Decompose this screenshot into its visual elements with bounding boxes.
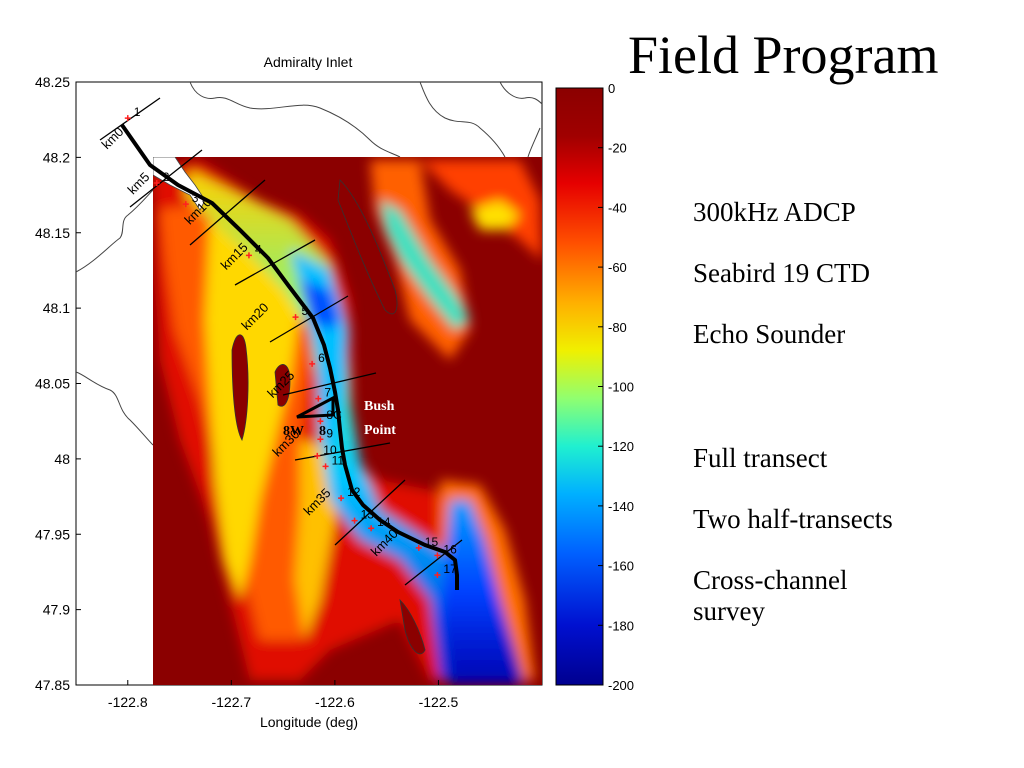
bullet-full-transect: Full transect [693, 443, 828, 473]
colorbar-tick-label: -100 [608, 380, 634, 395]
station-marker: 11 [322, 453, 345, 470]
station-marker: 8C [317, 408, 342, 425]
station-label: 3 [192, 191, 199, 205]
colorbar-tick-label: -60 [608, 260, 627, 275]
colorbar-tick-label: -80 [608, 320, 627, 335]
station-marker: 13 [351, 508, 375, 524]
bush-point-label-1: Bush [364, 399, 395, 414]
station-label: 7 [324, 386, 331, 400]
station-label: 15 [425, 535, 439, 549]
station-label: 13 [361, 508, 375, 522]
station-label: 2 [163, 170, 170, 184]
station-label: 12 [347, 485, 361, 499]
station-label: 6 [318, 351, 325, 365]
colorbar-tick-label: -200 [608, 678, 634, 693]
station-label: 9 [326, 426, 333, 440]
station-8w-line [296, 395, 335, 419]
y-tick-label: 47.9 [43, 602, 70, 618]
station-marker: 16 [434, 542, 457, 559]
x-tick-label: -122.5 [419, 694, 459, 710]
y-tick-label: 48.2 [43, 149, 70, 165]
station-marker: 3 [182, 191, 199, 208]
bullet-cross-channel: Cross-channel survey [693, 565, 848, 626]
station-marker: 5 [292, 304, 309, 321]
bullet-half-transects: Two half-transects [693, 504, 893, 534]
bush-point-label-2: Point [364, 423, 396, 438]
transect-line [120, 123, 459, 590]
y-tick-label: 47.95 [35, 526, 70, 542]
station-label: 17 [443, 562, 457, 576]
station-label: 4 [255, 242, 262, 256]
bullet-adcp: 300kHz ADCP [693, 197, 856, 227]
station-marker: 7 [315, 386, 331, 402]
colorbar-ticks: 0 -20 -40 -60 -80 -100 -120 -140 -160 -180 -200 [598, 81, 634, 693]
x-tick-label: -122.7 [211, 694, 251, 710]
slide-title: Field Program [628, 25, 939, 85]
station-marker: 1 [124, 105, 141, 122]
station-marker: 4 [245, 242, 262, 259]
y-tick-label: 48.1 [43, 300, 70, 316]
station-label: 11 [332, 453, 345, 467]
map-title: Admiralty Inlet [264, 54, 353, 70]
station-8w-label: 8W [283, 424, 304, 439]
y-tick-label: 47.85 [35, 677, 70, 693]
station-label: 16 [443, 542, 457, 556]
bullet-ctd: Seabird 19 CTD [693, 258, 870, 288]
station-label: 14 [377, 515, 391, 529]
station-marker: 10 [314, 443, 337, 459]
colorbar-tick-label: -20 [608, 141, 627, 156]
station-marker: 15 [415, 535, 439, 551]
station-marker: 17 [434, 562, 457, 578]
y-tick-label: 48.15 [35, 225, 70, 241]
x-tick-label: -122.8 [108, 694, 148, 710]
colorbar-tick-label: 0 [608, 81, 615, 96]
colorbar-tick-label: -160 [608, 559, 634, 574]
bullet-echo-sounder: Echo Sounder [693, 319, 846, 349]
colorbar-tick-label: -140 [608, 499, 634, 514]
station-label: 1 [134, 105, 141, 119]
station-label: 8C [326, 408, 342, 422]
x-axis-label: Longitude (deg) [260, 714, 358, 730]
bathymetry-layer [153, 157, 542, 685]
station-8-label: 8 [319, 424, 326, 439]
y-tick-label: 48.25 [35, 74, 70, 90]
station-label: 5 [302, 304, 309, 318]
colorbar-tick-label: -120 [608, 439, 634, 454]
station-marker: 14 [368, 515, 391, 532]
station-marker: 12 [338, 485, 361, 502]
station-marker: 6 [309, 351, 325, 367]
y-axis-ticks: 48.25 48.2 48.15 48.1 48.05 48 47.95 47.9 47.85 [35, 74, 81, 693]
coastline [75, 81, 543, 446]
y-tick-label: 48 [54, 451, 70, 467]
y-tick-label: 48.05 [35, 376, 70, 392]
station-label: 10 [323, 443, 337, 457]
colorbar-tick-label: -40 [608, 200, 627, 215]
station-marker: 9 [317, 426, 333, 443]
colorbar [555, 87, 604, 686]
x-tick-label: -122.6 [315, 694, 355, 710]
colorbar-tick-label: -180 [608, 618, 634, 633]
cross-channel-lines [99, 97, 463, 586]
x-axis-ticks: -122.8 -122.7 -122.6 -122.5 [108, 680, 459, 710]
station-marker: 2 [153, 170, 170, 187]
